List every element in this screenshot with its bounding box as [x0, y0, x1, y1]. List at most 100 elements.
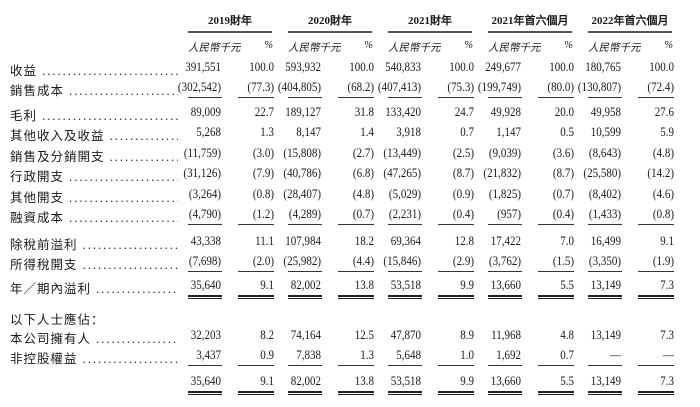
percent-cell: 100.0 — [549, 60, 574, 74]
pct-label: % — [564, 40, 573, 51]
double-underline — [188, 391, 222, 395]
value-cell: (5,029) — [388, 187, 421, 201]
double-underline — [238, 391, 274, 395]
underline — [338, 365, 374, 366]
underline — [588, 97, 622, 98]
percent-cell: 1.3 — [360, 348, 374, 362]
period-header: 2020財年 — [308, 15, 352, 27]
underline — [288, 97, 322, 98]
value-cell: (2,231) — [388, 207, 421, 221]
percent-cell: — — [663, 348, 674, 362]
value-cell: 8,147 — [296, 125, 321, 139]
row-label: 其他收入及收益 — [10, 125, 178, 144]
percent-cell: (1.9) — [652, 254, 674, 268]
value-cell: (8,402) — [588, 187, 621, 201]
underline — [188, 97, 222, 98]
value-cell: 16,499 — [590, 234, 621, 248]
double-underline — [338, 295, 374, 299]
percent-cell: 12.5 — [354, 328, 374, 342]
percent-cell: 20.0 — [554, 105, 574, 119]
value-cell: 49,928 — [490, 105, 521, 119]
underline — [188, 271, 222, 272]
percent-cell: 12.8 — [454, 234, 474, 248]
percent-cell: (4.8) — [352, 187, 374, 201]
value-cell: 10,599 — [590, 125, 621, 139]
percent-cell: 9.1 — [660, 234, 674, 248]
percent-cell: (68.2) — [347, 80, 374, 94]
underline — [238, 271, 274, 272]
double-underline — [338, 391, 374, 395]
underline — [438, 224, 474, 225]
underline — [338, 224, 374, 225]
double-underline — [538, 295, 574, 299]
double-underline — [288, 391, 322, 395]
value-cell: 69,364 — [390, 234, 421, 248]
percent-cell: 27.6 — [654, 105, 674, 119]
percent-cell: 8.2 — [260, 328, 274, 342]
value-cell: 13,149 — [590, 278, 621, 292]
double-underline — [538, 391, 574, 395]
value-cell: 1,147 — [496, 125, 521, 139]
double-underline — [588, 391, 622, 395]
value-cell: 13,149 — [590, 328, 621, 342]
row-label: 所得稅開支 — [10, 254, 178, 273]
value-cell: 7,838 — [296, 348, 321, 362]
row-label: 非控股權益 — [10, 348, 178, 367]
percent-cell: 7.3 — [660, 328, 674, 342]
underline — [338, 271, 374, 272]
value-cell: 49,958 — [590, 105, 621, 119]
unit-label: 人民幣千元 — [388, 43, 441, 54]
value-cell: (25,580) — [583, 166, 621, 180]
underline — [188, 365, 222, 366]
underline — [588, 271, 622, 272]
double-underline — [438, 295, 474, 299]
percent-cell: 13.8 — [354, 278, 374, 292]
value-cell: (3,350) — [588, 254, 621, 268]
percent-cell: (2.9) — [452, 254, 474, 268]
percent-cell: (0.4) — [552, 207, 574, 221]
value-cell: (8,643) — [588, 146, 621, 160]
value-cell: (21,832) — [483, 166, 521, 180]
value-cell: 82,002 — [290, 374, 321, 388]
percent-cell: (77.3) — [247, 80, 274, 94]
value-cell: (11,759) — [183, 146, 221, 160]
percent-cell: (4.6) — [652, 187, 674, 201]
percent-cell: (2.0) — [252, 254, 274, 268]
value-cell: — — [610, 348, 621, 362]
double-underline — [388, 295, 422, 299]
percent-cell: 100.0 — [449, 60, 474, 74]
value-cell: 391,551 — [185, 60, 221, 74]
value-cell: (1,433) — [588, 207, 621, 221]
value-cell: 249,677 — [485, 60, 521, 74]
percent-cell: (80.0) — [547, 80, 574, 94]
percent-cell: 100.0 — [649, 60, 674, 74]
value-cell: 17,422 — [490, 234, 521, 248]
percent-cell: 9.9 — [460, 374, 474, 388]
underline — [588, 365, 622, 366]
percent-cell: (75.3) — [447, 80, 474, 94]
value-cell: 35,640 — [190, 374, 221, 388]
value-cell: (47,265) — [383, 166, 421, 180]
value-cell: 3,437 — [196, 348, 221, 362]
percent-cell: 0.7 — [560, 348, 574, 362]
percent-cell: (72.4) — [647, 80, 674, 94]
percent-cell: (8.7) — [452, 166, 474, 180]
value-cell: (9,039) — [488, 146, 521, 160]
underline — [238, 224, 274, 225]
value-cell: 53,518 — [390, 374, 421, 388]
value-cell: 13,660 — [490, 278, 521, 292]
underline — [388, 97, 422, 98]
period-header-rule — [488, 31, 572, 33]
unit-label: 人民幣千元 — [488, 43, 541, 54]
double-underline — [388, 391, 422, 395]
double-underline — [638, 391, 674, 395]
value-cell: 32,203 — [190, 328, 221, 342]
unit-label: 人民幣千元 — [288, 43, 341, 54]
value-cell: 5,268 — [196, 125, 221, 139]
value-cell: 107,984 — [285, 234, 321, 248]
value-cell: 53,518 — [390, 278, 421, 292]
underline — [538, 365, 574, 366]
underline — [188, 224, 222, 225]
percent-cell: 4.8 — [560, 328, 574, 342]
percent-cell: 7.3 — [660, 374, 674, 388]
